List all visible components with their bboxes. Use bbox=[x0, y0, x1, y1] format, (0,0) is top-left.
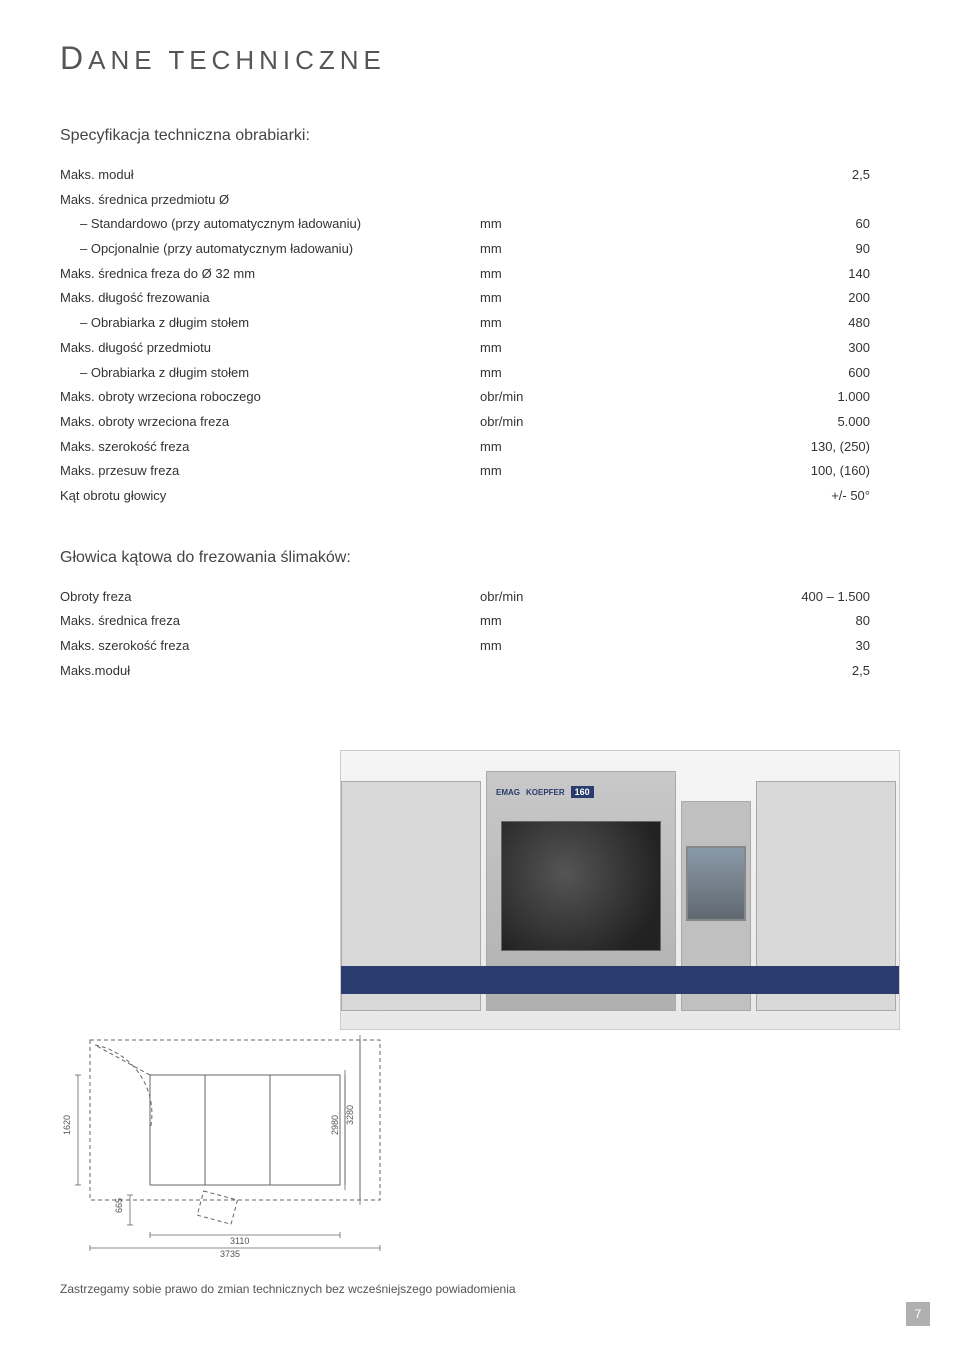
spec-label: Maks. długość przedmiotu bbox=[60, 336, 480, 361]
spec-row: – Obrabiarka z długim stołemmm480 bbox=[60, 311, 900, 336]
spec-unit bbox=[480, 659, 600, 684]
spec-unit: obr/min bbox=[480, 410, 600, 435]
spec-row: Maks. moduł 2,5 bbox=[60, 163, 900, 188]
spec-label: – Opcjonalnie (przy automatycznym ładowa… bbox=[60, 237, 480, 262]
spec-value: 480 bbox=[600, 311, 900, 336]
spec-value: 400 – 1.500 bbox=[600, 585, 900, 610]
dim-1620: 1620 bbox=[62, 1115, 72, 1135]
spec-unit: mm bbox=[480, 311, 600, 336]
spec-row: Maks.moduł 2,5 bbox=[60, 659, 900, 684]
spec-label: Maks. szerokość freza bbox=[60, 634, 480, 659]
spec-value: +/- 50° bbox=[600, 484, 900, 509]
dim-2980: 2980 bbox=[330, 1115, 340, 1135]
spec-label: Maks. przesuw freza bbox=[60, 459, 480, 484]
machine-photo: EMAG KOEPFER 160 bbox=[340, 750, 900, 1030]
spec-label: – Standardowo (przy automatycznym ładowa… bbox=[60, 212, 480, 237]
spec-value: 2,5 bbox=[600, 163, 900, 188]
spec-row: Maks. średnica frezamm80 bbox=[60, 609, 900, 634]
spec2-heading: Głowica kątowa do frezowania ślimaków: bbox=[60, 549, 900, 567]
spec-value: 80 bbox=[600, 609, 900, 634]
spec-row: Maks. długość frezowaniamm200 bbox=[60, 286, 900, 311]
dim-3280: 3280 bbox=[345, 1105, 355, 1125]
spec-value: 200 bbox=[600, 286, 900, 311]
spec-label: Maks.moduł bbox=[60, 659, 480, 684]
spec-row: – Opcjonalnie (przy automatycznym ładowa… bbox=[60, 237, 900, 262]
spec-value: 600 bbox=[600, 361, 900, 386]
spec-unit: mm bbox=[480, 262, 600, 287]
spec-row: – Standardowo (przy automatycznym ładowa… bbox=[60, 212, 900, 237]
title-cap: D bbox=[60, 40, 88, 76]
spec-label: – Obrabiarka z długim stołem bbox=[60, 361, 480, 386]
spec-unit: mm bbox=[480, 237, 600, 262]
dim-3110: 3110 bbox=[230, 1236, 249, 1246]
brand-model: 160 bbox=[571, 786, 594, 798]
spec-row: Maks. szerokość frezamm130, (250) bbox=[60, 435, 900, 460]
spec-unit bbox=[480, 163, 600, 188]
spec-unit: mm bbox=[480, 435, 600, 460]
spec-label: – Obrabiarka z długim stołem bbox=[60, 311, 480, 336]
spec-unit: mm bbox=[480, 609, 600, 634]
spec-label: Maks. średnica freza do Ø 32 mm bbox=[60, 262, 480, 287]
spec-value: 130, (250) bbox=[600, 435, 900, 460]
spec-label: Maks. moduł bbox=[60, 163, 480, 188]
spec-label: Maks. szerokość freza bbox=[60, 435, 480, 460]
spec-value: 60 bbox=[600, 212, 900, 237]
spec-value: 30 bbox=[600, 634, 900, 659]
spec-unit: obr/min bbox=[480, 385, 600, 410]
spec-unit: mm bbox=[480, 634, 600, 659]
spec-unit bbox=[480, 484, 600, 509]
spec-row: Maks. średnica freza do Ø 32 mmmm140 bbox=[60, 262, 900, 287]
dim-3735: 3735 bbox=[220, 1249, 240, 1259]
footprint-diagram: 1620 665 3110 3735 2980 3280 bbox=[60, 1030, 420, 1260]
spec-label: Obroty freza bbox=[60, 585, 480, 610]
spec-unit: mm bbox=[480, 286, 600, 311]
spec-row: Maks. długość przedmiotumm300 bbox=[60, 336, 900, 361]
spec-value: 1.000 bbox=[600, 385, 900, 410]
spec-row: Obroty frezaobr/min400 – 1.500 bbox=[60, 585, 900, 610]
spec-value bbox=[600, 188, 900, 213]
brand-left: EMAG bbox=[496, 788, 520, 797]
spec-value: 100, (160) bbox=[600, 459, 900, 484]
spec-label: Maks. długość frezowania bbox=[60, 286, 480, 311]
footer-note: Zastrzegamy sobie prawo do zmian technic… bbox=[60, 1282, 516, 1296]
spec-label: Maks. średnica freza bbox=[60, 609, 480, 634]
page-number: 7 bbox=[906, 1302, 930, 1326]
spec-label: Kąt obrotu głowicy bbox=[60, 484, 480, 509]
title-rest: ANE TECHNICZNE bbox=[88, 45, 386, 75]
spec-unit: mm bbox=[480, 459, 600, 484]
spec2-table: Obroty frezaobr/min400 – 1.500Maks. śred… bbox=[60, 585, 900, 684]
spec-row: Maks. średnica przedmiotu Ø bbox=[60, 188, 900, 213]
brand-right: KOEPFER bbox=[526, 788, 565, 797]
spec-label: Maks. obroty wrzeciona roboczego bbox=[60, 385, 480, 410]
spec-unit: mm bbox=[480, 361, 600, 386]
spec-row: Maks. obroty wrzeciona roboczegoobr/min1… bbox=[60, 385, 900, 410]
spec-row: – Obrabiarka z długim stołemmm600 bbox=[60, 361, 900, 386]
spec-value: 140 bbox=[600, 262, 900, 287]
machine-brand: EMAG KOEPFER 160 bbox=[496, 786, 594, 798]
spec-label: Maks. obroty wrzeciona freza bbox=[60, 410, 480, 435]
spec-unit bbox=[480, 188, 600, 213]
spec-label: Maks. średnica przedmiotu Ø bbox=[60, 188, 480, 213]
spec-value: 90 bbox=[600, 237, 900, 262]
spec-row: Maks. obroty wrzeciona frezaobr/min5.000 bbox=[60, 410, 900, 435]
spec-unit: mm bbox=[480, 212, 600, 237]
spec-row: Kąt obrotu głowicy +/- 50° bbox=[60, 484, 900, 509]
page-title: DANE TECHNICZNE bbox=[60, 40, 900, 77]
spec-unit: mm bbox=[480, 336, 600, 361]
spec1-heading: Specyfikacja techniczna obrabiarki: bbox=[60, 127, 900, 145]
spec-unit: obr/min bbox=[480, 585, 600, 610]
spec-row: Maks. szerokość frezamm30 bbox=[60, 634, 900, 659]
spec1-table: Maks. moduł 2,5 Maks. średnica przedmiotu … bbox=[60, 163, 900, 509]
spec-value: 300 bbox=[600, 336, 900, 361]
dim-665: 665 bbox=[114, 1198, 124, 1213]
spec-row: Maks. przesuw frezamm100, (160) bbox=[60, 459, 900, 484]
spec-value: 2,5 bbox=[600, 659, 900, 684]
spec-value: 5.000 bbox=[600, 410, 900, 435]
